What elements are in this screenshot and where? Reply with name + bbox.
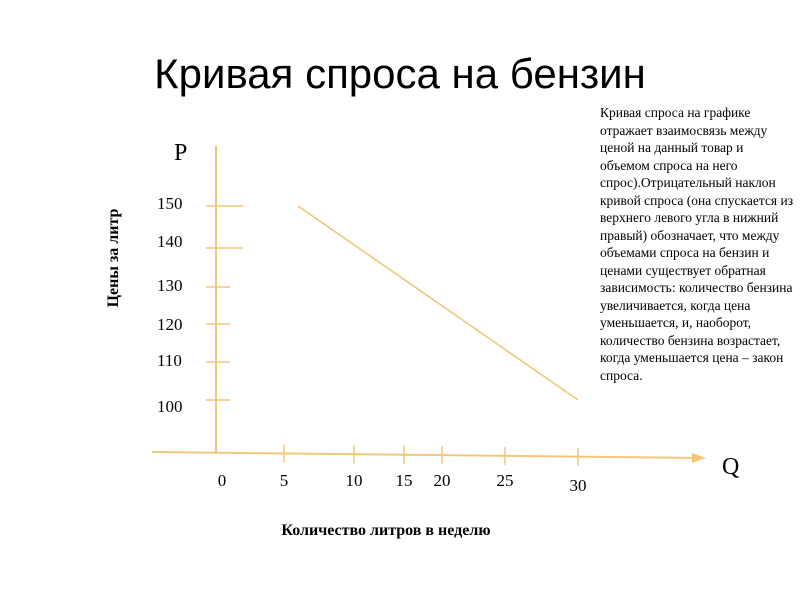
- y-tick-label: 120: [157, 315, 183, 334]
- x-tick-label: 25: [497, 471, 514, 490]
- x-axis-label: Количество литров в неделю: [281, 522, 490, 539]
- y-tick-label: 150: [157, 194, 183, 213]
- x-axis-letter: Q: [722, 454, 739, 480]
- x-tick-label: 15: [396, 471, 413, 490]
- x-tick-label: 5: [280, 471, 289, 490]
- x-axis-arrowhead: [692, 453, 706, 463]
- y-tick-label: 130: [157, 276, 183, 295]
- y-axis-label: Цены за литр: [105, 208, 122, 307]
- x-axis-line: [151, 451, 701, 459]
- y-axis-letter: P: [174, 140, 187, 166]
- y-tick-label: 100: [157, 397, 183, 416]
- x-ticks-group: 0 5 10 15 20 25 30: [218, 444, 587, 495]
- demand-curve: [297, 205, 579, 401]
- slide-title: Кривая спроса на бензин: [154, 50, 646, 97]
- x-tick-label: 30: [570, 476, 587, 495]
- y-tick-label: 140: [157, 232, 183, 251]
- x-tick-label: 0: [218, 471, 227, 490]
- y-tick-label: 110: [157, 351, 182, 370]
- description-text: Кривая спроса на графике отражает взаимо…: [600, 105, 794, 383]
- x-tick-label: 20: [434, 471, 451, 490]
- x-tick-label: 10: [346, 471, 363, 490]
- y-ticks-group: 100 110 120 130 140 150: [157, 194, 243, 416]
